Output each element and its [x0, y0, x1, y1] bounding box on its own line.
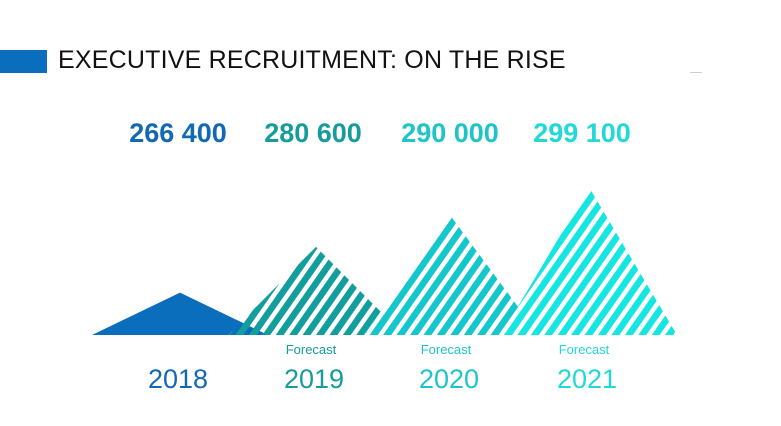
year-label-2020: 2020	[419, 364, 479, 394]
triangle-2019	[228, 246, 404, 335]
forecast-label-2021: Forecast	[559, 342, 610, 357]
year-label-2021: 2021	[557, 364, 617, 394]
forecast-label-2020: Forecast	[421, 342, 472, 357]
corner-mark	[690, 72, 702, 73]
value-label-2019: 280 600	[264, 118, 362, 148]
title-accent-bar	[0, 50, 47, 73]
triangle-2018	[92, 292, 268, 335]
value-label-2021: 299 100	[533, 118, 631, 148]
year-label-2018: 2018	[148, 364, 208, 394]
value-label-2018: 266 400	[129, 118, 227, 148]
triangle-2021	[501, 187, 677, 335]
triangle-2020	[363, 216, 539, 335]
forecast-label-2019: Forecast	[286, 342, 337, 357]
year-label-2019: 2019	[284, 364, 344, 394]
page-title: EXECUTIVE RECRUITMENT: ON THE RISE	[58, 46, 566, 74]
value-label-2020: 290 000	[401, 118, 499, 148]
